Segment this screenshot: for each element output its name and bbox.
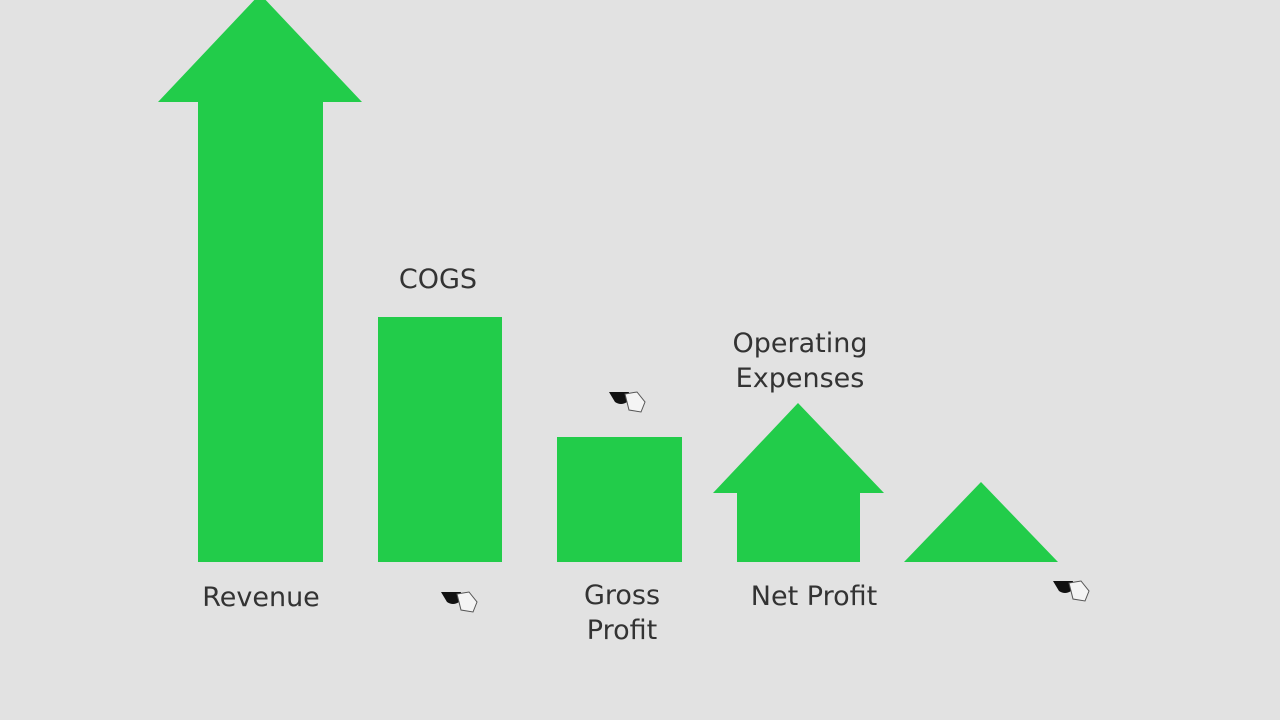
operating-expenses-label: Operating Expenses xyxy=(732,328,868,394)
net-profit-triangle xyxy=(904,482,1058,562)
icon xyxy=(1053,580,1090,602)
cogs-label: COGS xyxy=(398,264,478,295)
net-profit-label: Net Profit xyxy=(750,581,878,612)
cogs-block xyxy=(378,317,502,562)
icon xyxy=(441,591,478,613)
revenue-arrow xyxy=(158,0,362,562)
gross-profit-label: Gross Profit xyxy=(583,580,661,646)
revenue-label: Revenue xyxy=(202,582,320,613)
operating-expenses-house xyxy=(713,403,884,562)
icon xyxy=(609,391,646,413)
gross-profit-block xyxy=(557,437,682,562)
